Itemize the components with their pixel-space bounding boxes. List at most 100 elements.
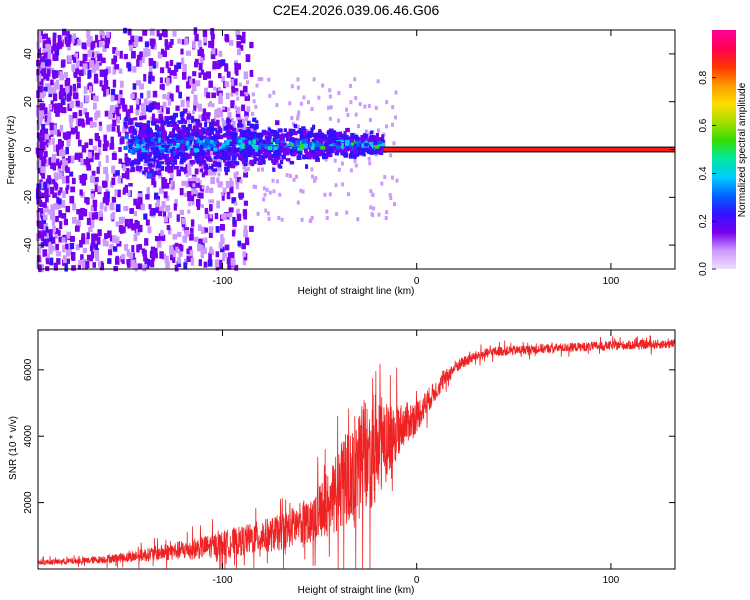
heatmap-cell (388, 192, 392, 197)
heatmap-cell (256, 151, 261, 157)
heatmap-cell (174, 199, 178, 207)
heatmap-cell (141, 152, 146, 156)
heatmap-cell (50, 79, 54, 86)
heatmap-cell (172, 233, 178, 240)
heatmap-cell (239, 151, 245, 156)
heatmap-cell (77, 39, 81, 46)
heatmap-cell (172, 147, 176, 151)
y-tick-label: 4000 (23, 425, 34, 448)
heatmap-cell (243, 230, 248, 238)
heatmap-cell (175, 85, 180, 93)
heatmap-cell (167, 142, 173, 146)
heatmap-cell (350, 151, 354, 156)
heatmap-cell (162, 131, 168, 137)
heatmap-cell (40, 181, 45, 189)
heatmap-cell (68, 248, 73, 256)
heatmap-cell (148, 151, 153, 155)
heatmap-cell (212, 168, 218, 172)
heatmap-cell (63, 219, 68, 225)
heatmap-cell (161, 200, 166, 208)
heatmap-cell (348, 83, 352, 88)
heatmap-cell (137, 244, 143, 250)
heatmap-cell (232, 139, 237, 145)
heatmap-cell (206, 92, 211, 99)
heatmap-cell (101, 57, 106, 64)
heatmap-cell (57, 198, 62, 205)
heatmap-cell (369, 189, 373, 194)
heatmap-cell (71, 35, 75, 44)
heatmap-cell (210, 119, 215, 123)
heatmap-cell (374, 105, 378, 110)
heatmap-cell (361, 143, 366, 148)
heatmap-cell (173, 112, 179, 118)
heatmap-cell (298, 127, 303, 133)
heatmap-cell (296, 155, 302, 160)
heatmap-cell (108, 112, 113, 120)
heatmap-cell (183, 119, 187, 124)
heatmap-cell (223, 133, 229, 138)
heatmap-cell (42, 225, 46, 231)
heatmap-cell (54, 173, 59, 181)
heatmap-cell (79, 61, 85, 67)
heatmap-cell (161, 126, 165, 130)
heatmap-cell (243, 225, 248, 231)
heatmap-cell (102, 44, 107, 53)
heatmap-cell (194, 98, 198, 103)
heatmap-cell (242, 164, 247, 170)
heatmap-cell (300, 217, 304, 222)
heatmap-cell (37, 53, 42, 59)
heatmap-cell (56, 158, 60, 164)
heatmap-cell (128, 144, 133, 150)
heatmap-cell (102, 238, 107, 247)
heatmap-cell (219, 92, 223, 97)
heatmap-cell (264, 148, 268, 154)
heatmap-cell (81, 67, 87, 76)
heatmap-cell (97, 229, 102, 237)
heatmap-cell (221, 120, 227, 127)
heatmap-cell (372, 150, 376, 155)
heatmap-cell (219, 149, 225, 153)
heatmap-cell (136, 166, 142, 172)
heatmap-cell (43, 52, 48, 59)
heatmap-cell (218, 50, 223, 57)
heatmap-cell (356, 217, 360, 222)
heatmap-cell (105, 198, 109, 206)
heatmap-cell (143, 50, 148, 58)
heatmap-cell (141, 109, 146, 116)
heatmap-cell (144, 129, 149, 134)
heatmap-cell (189, 151, 194, 156)
heatmap-cell (111, 126, 116, 132)
heatmap-cell (182, 63, 187, 72)
heatmap-cell (112, 119, 117, 127)
heatmap-cell (178, 250, 183, 257)
heatmap-cell (49, 67, 55, 74)
heatmap-cell (98, 161, 102, 167)
heatmap-cell (340, 142, 344, 148)
heatmap-cell (49, 127, 55, 135)
heatmap-cell (206, 71, 212, 79)
heatmap-cell (333, 141, 337, 146)
heatmap-cell (231, 87, 236, 94)
heatmap-cell (190, 149, 195, 153)
heatmap-cell (172, 124, 177, 130)
heatmap-cell (189, 195, 195, 202)
heatmap-cell (345, 127, 350, 133)
heatmap-cell (49, 122, 54, 131)
heatmap-cell (218, 147, 223, 152)
heatmap-cell (267, 127, 271, 132)
heatmap-cell (176, 62, 182, 69)
heatmap-cell (105, 36, 111, 44)
heatmap-cell (52, 226, 57, 233)
heatmap-cell (267, 216, 271, 221)
heatmap-cell (111, 196, 117, 203)
heatmap-cell (166, 121, 171, 127)
heatmap-cell (219, 128, 223, 134)
heatmap-cell (239, 179, 243, 184)
heatmap-cell (51, 157, 56, 163)
heatmap-cell (295, 140, 301, 146)
heatmap-cell (162, 134, 167, 139)
heatmap-cell (269, 133, 274, 137)
heatmap-cell (188, 202, 192, 207)
